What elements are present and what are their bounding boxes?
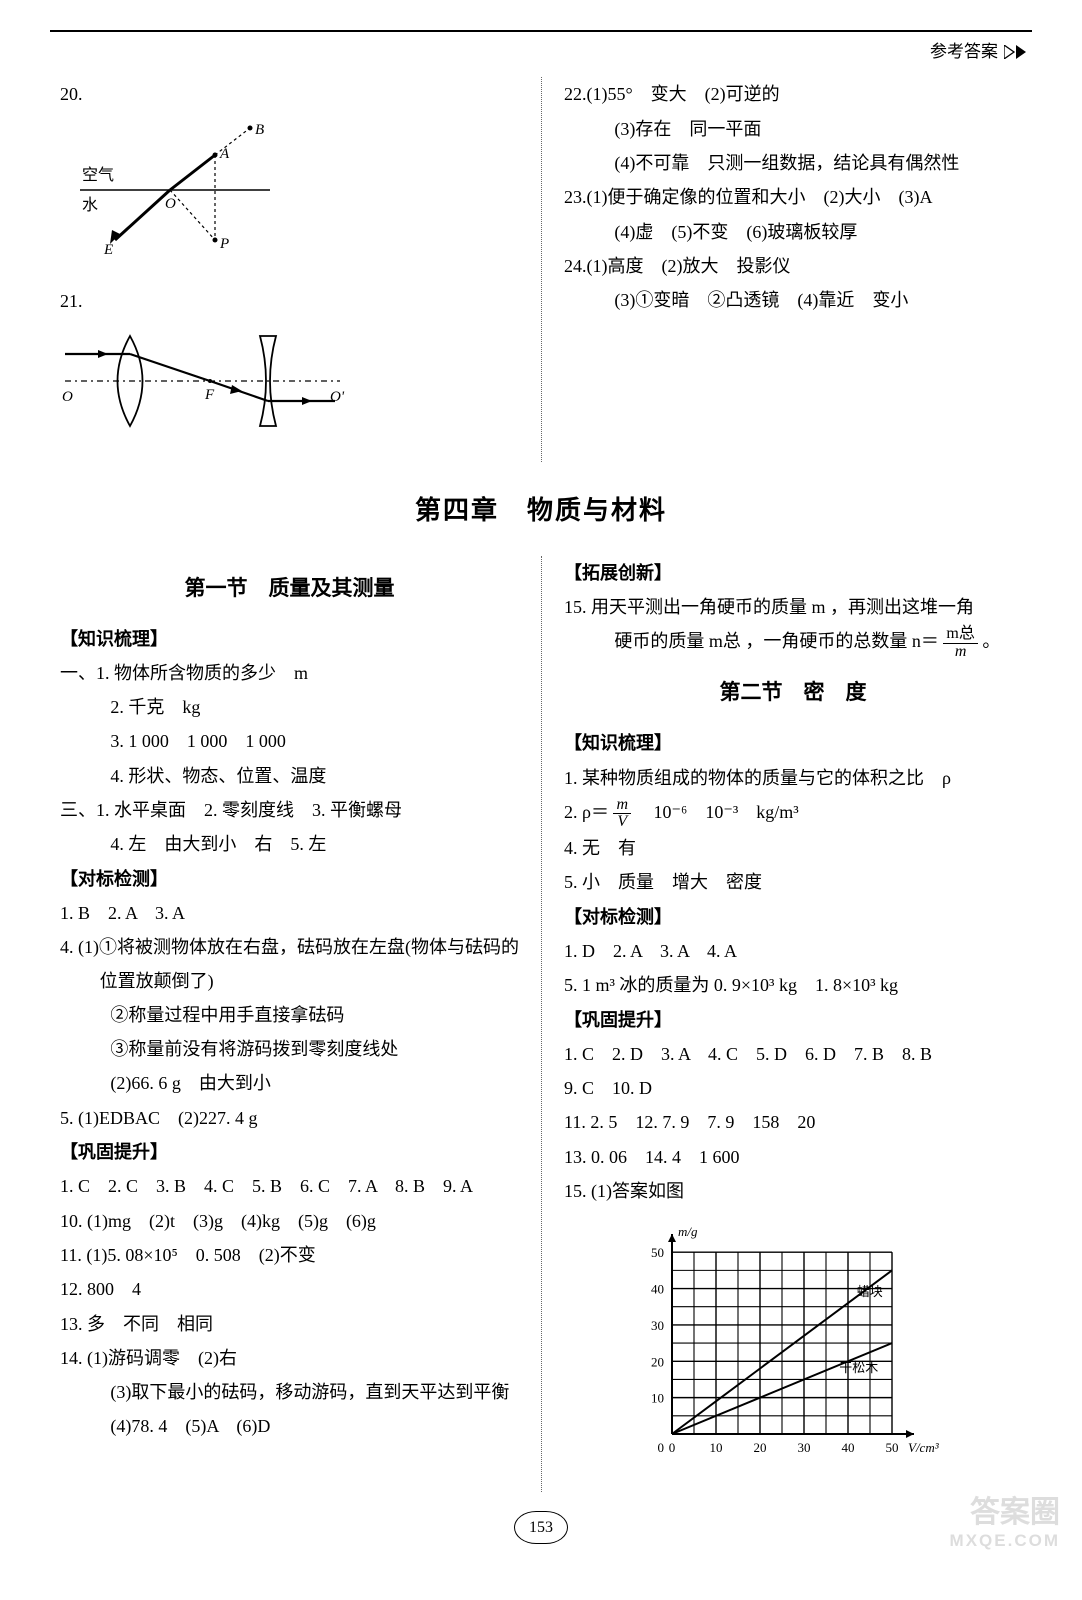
svg-text:B: B: [255, 122, 264, 138]
q24-l2: (3)①变暗 ②凸透镜 (4)靠近 变小: [564, 284, 1022, 317]
q20-label: 20.: [60, 78, 519, 111]
sec2-gg13: 13. 0. 06 14. 4 1 600: [564, 1141, 1022, 1174]
svg-text:蜡块: 蜡块: [857, 1284, 883, 1299]
sec2-title: 第二节 密 度: [564, 674, 1022, 713]
q22-l2: (3)存在 同一平面: [564, 113, 1022, 146]
q22-l3: (4)不可靠 只测一组数据，结论具有偶然性: [564, 147, 1022, 180]
sec1-db5: 5. (1)EDBAC (2)227. 4 g: [60, 1102, 519, 1135]
chapter-title: 第四章 物质与材料: [50, 486, 1032, 534]
q20-diagram: 空气 水 A B P E O: [60, 120, 519, 271]
sec2-zs4: 4. 无 有: [564, 832, 1022, 865]
svg-text:水: 水: [82, 196, 98, 214]
sec2-zs: 【知识梳理】: [564, 727, 1022, 760]
svg-text:E: E: [103, 242, 113, 258]
sec2-gg2: 9. C 10. D: [564, 1072, 1022, 1105]
sec2-gg11: 11. 2. 5 12. 7. 9 7. 9 158 20: [564, 1106, 1022, 1139]
svg-text:20: 20: [651, 1355, 664, 1370]
sec1-db4c: ③称量前没有将游码拨到零刻度线处: [60, 1033, 519, 1066]
sec2-gg1: 1. C 2. D 3. A 4. C 5. D 6. D 7. B 8. B: [564, 1038, 1022, 1071]
sec1-zs: 【知识梳理】: [60, 623, 519, 656]
sec1-zs1: 一、1. 物体所含物质的多少 m: [60, 657, 519, 690]
sec2-zs1: 1. 某种物质组成的物体的质量与它的体积之比 ρ: [564, 762, 1022, 795]
sec1-db4a: 4. (1)①将被测物体放在右盘，砝码放在左盘(物体与砝码的位置放颠倒了): [60, 931, 519, 998]
q22-l1: 22.(1)55° 变大 (2)可逆的: [564, 78, 1022, 111]
q21-label: 21.: [60, 285, 519, 318]
svg-text:干松木: 干松木: [839, 1361, 878, 1376]
sec1-db: 【对标检测】: [60, 863, 519, 896]
svg-text:0: 0: [669, 1440, 676, 1455]
svg-text:40: 40: [651, 1282, 664, 1297]
q21-diagram: O O' F: [60, 326, 519, 447]
svg-text:m/g: m/g: [678, 1224, 698, 1239]
svg-text:F: F: [204, 387, 215, 403]
svg-text:10: 10: [710, 1440, 723, 1455]
sec1-gg1: 1. C 2. C 3. B 4. C 5. B 6. C 7. A 8. B …: [60, 1170, 519, 1203]
header-label: 参考答案: [930, 36, 998, 67]
sec2-zs2: 2. ρ＝ mV 10⁻⁶ 10⁻³ kg/m³: [564, 796, 1022, 831]
svg-text:O: O: [62, 389, 73, 405]
triangle-icon: [1004, 45, 1032, 59]
sec1-db4b: ②称量过程中用手直接拿砝码: [60, 999, 519, 1032]
sec1r-15b: 硬币的质量 m总 ，一角硬币的总数量 n＝ m总m 。: [564, 625, 1022, 660]
sec2-db5: 5. 1 m³ 冰的质量为 0. 9×10³ kg 1. 8×10³ kg: [564, 969, 1022, 1002]
sec1-gg10: 10. (1)mg (2)t (3)g (4)kg (5)g (6)g: [60, 1205, 519, 1238]
sec1-gg14b: (3)取下最小的砝码，移动游码，直到天平达到平衡: [60, 1376, 519, 1409]
svg-text:P: P: [219, 236, 229, 252]
svg-text:O: O: [165, 196, 176, 212]
svg-text:O': O': [330, 389, 345, 405]
sec2-db: 【对标检测】: [564, 901, 1022, 934]
svg-text:40: 40: [842, 1440, 855, 1455]
sec1-gg: 【巩固提升】: [60, 1136, 519, 1169]
page-number: 153: [50, 1510, 1032, 1545]
sec1r-15a: 15. 用天平测出一角硬币的质量 m ，再测出这堆一角: [564, 591, 1022, 624]
svg-text:A: A: [219, 146, 230, 162]
sec1-gg14c: (4)78. 4 (5)A (6)D: [60, 1410, 519, 1443]
sec1r-tz: 【拓展创新】: [564, 557, 1022, 590]
sec1-title: 第一节 质量及其测量: [60, 570, 519, 609]
q23-l2: (4)虚 (5)不变 (6)玻璃板较厚: [564, 216, 1022, 249]
sec1-db1: 1. B 2. A 3. A: [60, 897, 519, 930]
svg-text:50: 50: [651, 1246, 664, 1261]
sec1-zs2: 2. 千克 kg: [60, 691, 519, 724]
svg-text:50: 50: [886, 1440, 899, 1455]
sec1-gg14a: 14. (1)游码调零 (2)右: [60, 1342, 519, 1375]
svg-text:0: 0: [658, 1440, 665, 1455]
svg-text:空气: 空气: [82, 166, 114, 184]
svg-text:V/cm³: V/cm³: [908, 1440, 940, 1455]
svg-text:30: 30: [651, 1318, 664, 1333]
sec2-chart: 0 10 20 30 40 50 10 20 30 40 50 0 m/g V/cm³ 蜡块干松木: [564, 1216, 1022, 1477]
sec1-db4d: (2)66. 6 g 由大到小: [60, 1067, 519, 1100]
sec1-zs3: 3. 1 000 1 000 1 000: [60, 725, 519, 758]
sec1-gg12: 12. 800 4: [60, 1273, 519, 1306]
sec1-zs5: 三、1. 水平桌面 2. 零刻度线 3. 平衡螺母: [60, 794, 519, 827]
sec2-db1: 1. D 2. A 3. A 4. A: [564, 935, 1022, 968]
sec2-gg: 【巩固提升】: [564, 1004, 1022, 1037]
sec1-gg13: 13. 多 不同 相同: [60, 1308, 519, 1341]
sec1-zs4: 4. 形状、物态、位置、温度: [60, 760, 519, 793]
svg-text:30: 30: [798, 1440, 811, 1455]
header-right: 参考答案: [50, 36, 1032, 67]
sec2-zs5: 5. 小 质量 增大 密度: [564, 866, 1022, 899]
sec2-gg15: 15. (1)答案如图: [564, 1175, 1022, 1208]
q23-l1: 23.(1)便于确定像的位置和大小 (2)大小 (3)A: [564, 181, 1022, 214]
svg-text:10: 10: [651, 1391, 664, 1406]
q24-l1: 24.(1)高度 (2)放大 投影仪: [564, 250, 1022, 283]
sec1-gg11: 11. (1)5. 08×10⁵ 0. 508 (2)不变: [60, 1239, 519, 1272]
sec1-zs6: 4. 左 由大到小 右 5. 左: [60, 828, 519, 861]
svg-text:20: 20: [754, 1440, 767, 1455]
